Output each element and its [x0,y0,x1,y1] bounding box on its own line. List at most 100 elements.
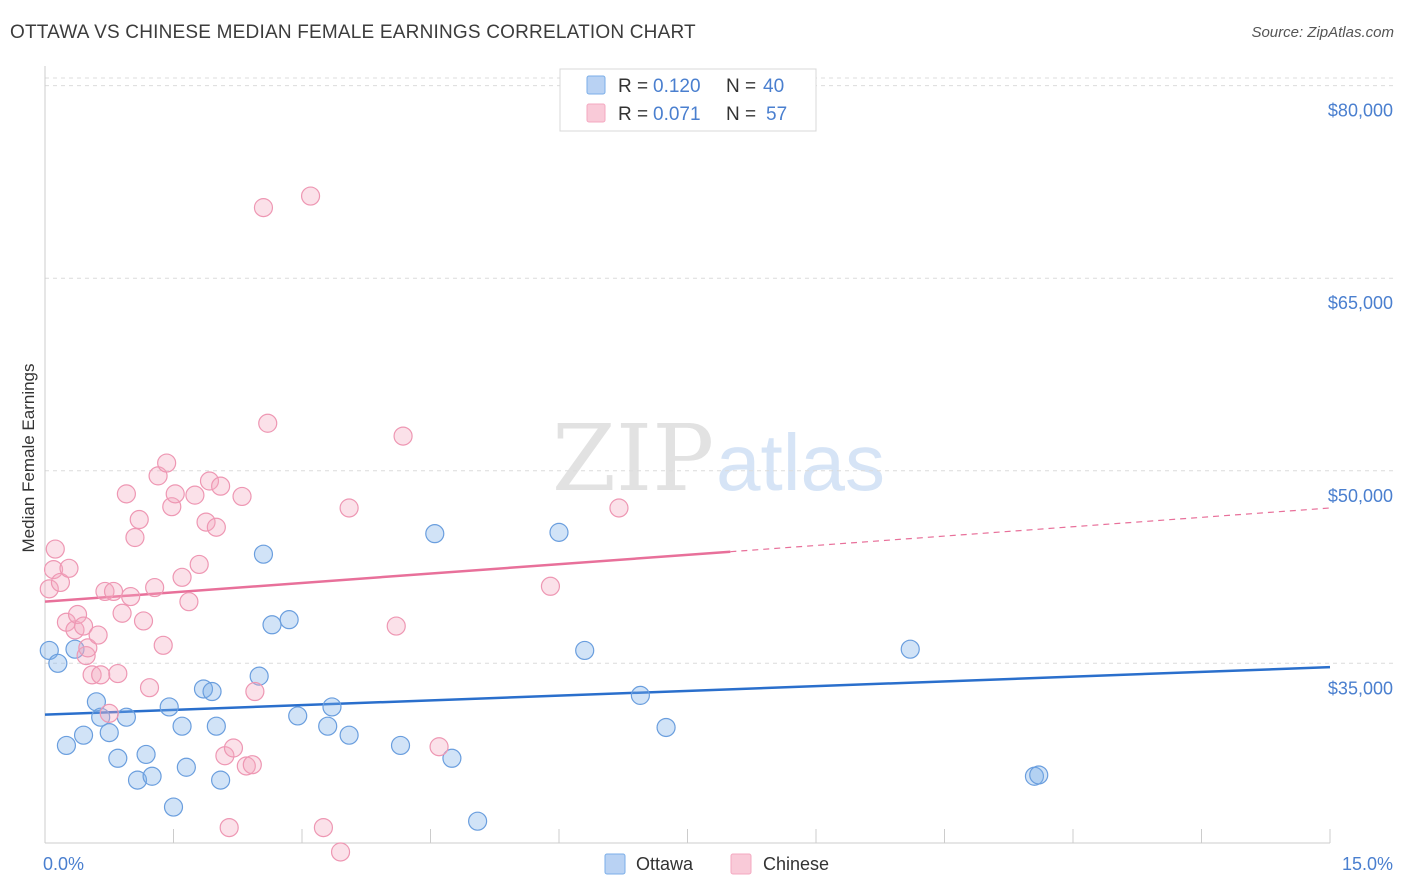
y-tick-label: $80,000 [1328,101,1393,121]
point-ottawa [172,716,192,736]
point-chinese [133,611,154,631]
point-chinese [91,665,111,685]
point-chinese [129,509,149,530]
point-chinese [245,681,265,702]
point-chinese [258,413,278,433]
point-chinese [429,737,449,757]
point-ottawa [318,716,338,736]
point-chinese [236,756,256,776]
point-ottawa [656,717,676,738]
point-chinese [50,572,71,593]
point-ottawa [249,666,269,686]
point-chinese [121,586,141,607]
legend-n-chinese: 57 [766,104,787,125]
point-ottawa [575,640,595,661]
point-chinese [232,486,252,507]
point-chinese [223,738,244,758]
point-ottawa [442,748,462,768]
point-chinese [153,635,173,655]
bottom-legend: Ottawa Chinese [604,853,829,875]
point-ottawa [549,522,569,542]
watermark-atlas: atlas [716,418,885,507]
point-ottawa [56,735,77,756]
point-ottawa [202,681,222,702]
point-chinese [185,485,205,505]
point-ottawa [127,770,148,790]
point-ottawa [116,707,136,727]
point-ottawa [279,610,299,630]
point-chinese [165,484,185,504]
x-tick-label-min: 0.0% [43,854,84,874]
point-ottawa [99,723,119,743]
point-chinese [112,603,132,623]
point-ottawa [48,653,68,673]
point-chinese [125,527,145,548]
point-chinese [73,616,94,636]
point-ottawa [142,766,162,786]
point-chinese [219,817,239,838]
point-ottawa [339,725,359,745]
point-chinese [179,592,199,612]
point-ottawa [211,770,231,790]
point-chinese [108,663,128,684]
point-chinese [139,678,160,698]
point-ottawa [262,615,282,635]
trend-line-dashed-chinese [730,507,1331,553]
point-chinese [45,539,65,559]
point-chinese [157,453,177,473]
legend-n-ottawa: 40 [763,76,784,97]
chart-title: OTTAWA VS CHINESE MEDIAN FEMALE EARNINGS… [10,22,696,43]
point-ottawa [176,757,196,777]
point-ottawa [630,685,650,705]
point-chinese [189,554,209,575]
point-chinese [145,577,165,598]
y-tick-label: $65,000 [1328,293,1393,313]
point-chinese [199,471,220,491]
point-chinese [196,512,216,532]
point-chinese [99,703,119,723]
trend-line-chinese [44,550,731,603]
point-chinese [88,625,108,645]
x-tick-label-max: 15.0% [1342,854,1393,874]
point-ottawa [900,639,920,659]
legend-n-label-chinese: N = [726,104,756,125]
y-axis-title: Median Female Earnings [19,364,38,553]
point-chinese [253,198,274,218]
y-tick-label: $50,000 [1328,486,1393,506]
legend-r-chinese: 0.071 [653,104,701,125]
trend-line-ottawa [44,665,1331,716]
watermark-zip: ZIP [552,405,714,512]
point-chinese [330,842,351,862]
point-ottawa [425,524,445,544]
legend-swatch-chinese [586,103,606,123]
point-ottawa [163,797,184,817]
point-chinese [172,567,192,587]
point-chinese [78,638,98,658]
point-chinese [206,517,226,537]
point-chinese [76,645,96,666]
point-ottawa [468,811,488,831]
chart-source: Source: ZipAtlas.com [1251,24,1394,41]
point-ottawa [288,706,308,726]
point-ottawa [136,744,156,765]
top-legend: R = 0.120 N = 40 R = 0.071 N = 57 [559,68,817,132]
point-ottawa [159,697,179,717]
point-ottawa [86,692,107,712]
point-chinese [39,579,59,599]
trend-lines [44,507,1331,716]
point-chinese [540,576,561,596]
point-chinese [59,558,79,578]
y-tick-label: $35,000 [1328,678,1393,698]
bottom-legend-swatch-ottawa [604,853,626,875]
point-ottawa [108,748,128,768]
legend-n-label-ottawa: N = [726,76,756,97]
point-chinese [313,817,334,838]
bottom-legend-label-ottawa: Ottawa [636,854,694,874]
legend-r-label-chinese: R = [618,104,648,125]
data-points [39,186,1049,862]
legend-r-ottawa: 0.120 [653,76,701,97]
point-ottawa [73,725,94,745]
point-chinese [116,484,136,504]
point-ottawa [390,735,411,756]
